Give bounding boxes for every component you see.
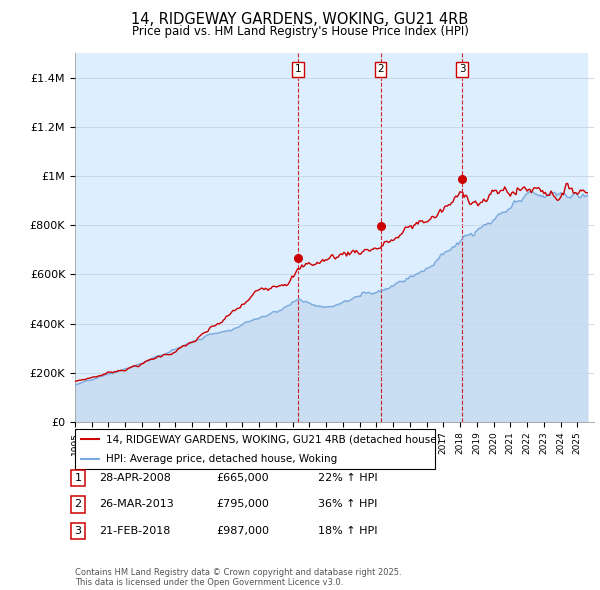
Text: 14, RIDGEWAY GARDENS, WOKING, GU21 4RB (detached house): 14, RIDGEWAY GARDENS, WOKING, GU21 4RB (… (106, 434, 440, 444)
Text: 22% ↑ HPI: 22% ↑ HPI (318, 473, 377, 483)
Text: 28-APR-2008: 28-APR-2008 (99, 473, 171, 483)
Text: 3: 3 (74, 526, 82, 536)
Text: 26-MAR-2013: 26-MAR-2013 (99, 500, 174, 509)
Text: 2: 2 (377, 64, 384, 74)
Text: 36% ↑ HPI: 36% ↑ HPI (318, 500, 377, 509)
Text: 1: 1 (295, 64, 301, 74)
Text: 1: 1 (74, 473, 82, 483)
Text: 2: 2 (74, 500, 82, 509)
Text: 3: 3 (459, 64, 466, 74)
Text: 21-FEB-2018: 21-FEB-2018 (99, 526, 170, 536)
Text: 18% ↑ HPI: 18% ↑ HPI (318, 526, 377, 536)
Text: Price paid vs. HM Land Registry's House Price Index (HPI): Price paid vs. HM Land Registry's House … (131, 25, 469, 38)
Text: £665,000: £665,000 (216, 473, 269, 483)
Text: £795,000: £795,000 (216, 500, 269, 509)
Text: HPI: Average price, detached house, Woking: HPI: Average price, detached house, Woki… (106, 454, 337, 464)
Text: £987,000: £987,000 (216, 526, 269, 536)
Text: 14, RIDGEWAY GARDENS, WOKING, GU21 4RB: 14, RIDGEWAY GARDENS, WOKING, GU21 4RB (131, 12, 469, 27)
Text: Contains HM Land Registry data © Crown copyright and database right 2025.
This d: Contains HM Land Registry data © Crown c… (75, 568, 401, 587)
